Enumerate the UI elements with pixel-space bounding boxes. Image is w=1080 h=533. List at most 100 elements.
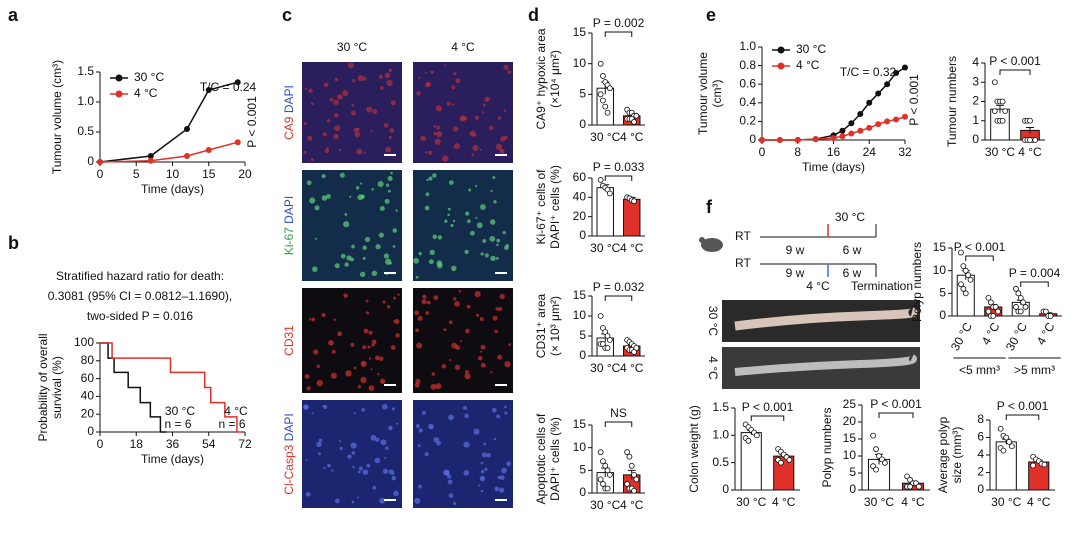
- cell-texture: [372, 108, 378, 115]
- cell-texture: [316, 364, 320, 368]
- cell-texture: [453, 143, 461, 150]
- y-tick-label: 5: [939, 286, 946, 300]
- cell-texture: [428, 259, 434, 265]
- cell-texture: [478, 484, 481, 487]
- annotation: n = 6: [164, 417, 191, 431]
- data-point: [602, 103, 609, 110]
- data-point: [995, 308, 1001, 315]
- data-point: [628, 462, 635, 469]
- cell-texture: [308, 88, 313, 94]
- cell-texture: [437, 235, 443, 240]
- cell-texture: [480, 350, 483, 353]
- data-point: [602, 462, 609, 469]
- data-point: [1013, 285, 1019, 292]
- y-tick-label: 40: [81, 389, 95, 403]
- cell-texture: [425, 151, 428, 154]
- data-point: [606, 85, 613, 92]
- cell-texture: [378, 74, 384, 79]
- legend-label: 30 °C: [134, 70, 164, 84]
- cell-texture: [430, 70, 434, 75]
- cell-texture: [454, 301, 460, 307]
- data-point: [606, 471, 613, 478]
- cell-texture: [351, 78, 356, 83]
- cell-texture: [316, 379, 323, 387]
- cell-texture: [433, 295, 439, 301]
- cell-texture: [452, 501, 457, 506]
- cell-texture: [451, 265, 457, 272]
- cell-texture: [495, 307, 499, 311]
- y-tick-label: 4: [977, 447, 984, 461]
- cell-texture: [476, 222, 483, 229]
- x-tick-label: 10: [166, 167, 180, 181]
- data-point: [633, 476, 640, 483]
- cell-texture: [358, 466, 363, 471]
- cell-texture: [432, 234, 438, 240]
- cell-texture: [361, 361, 365, 364]
- y-axis-label: Tumour volume: [696, 52, 710, 135]
- data-point: [205, 147, 212, 153]
- data-point: [597, 476, 604, 483]
- cell-texture: [370, 368, 373, 371]
- cell-texture: [362, 345, 367, 350]
- data-point: [597, 313, 604, 319]
- data-point: [962, 290, 969, 297]
- cell-texture: [337, 331, 343, 337]
- cell-texture: [388, 68, 393, 73]
- cell-texture: [465, 211, 470, 216]
- row-label: CD31: [282, 325, 296, 356]
- x-tick-label: 4 °C: [620, 241, 644, 255]
- cell-texture: [379, 356, 384, 361]
- row-label-part: Cl-Casp3: [282, 444, 296, 494]
- cell-texture: [387, 176, 393, 182]
- cell-texture: [481, 452, 487, 458]
- data-point: [997, 425, 1004, 432]
- data-point: [1015, 290, 1022, 297]
- annotation: P < 0.001: [954, 240, 1006, 254]
- column-header: 4 °C: [451, 40, 475, 54]
- cell-texture: [415, 378, 421, 384]
- cell-texture: [414, 310, 420, 316]
- x-tick-label: 8: [794, 145, 801, 159]
- y-tick-label: 1.5: [77, 64, 94, 78]
- cell-texture: [489, 125, 494, 131]
- cell-texture: [505, 243, 509, 248]
- cell-texture: [455, 78, 461, 84]
- cell-texture: [384, 72, 391, 79]
- cell-texture: [360, 182, 363, 185]
- group-label: >5 mm³: [1014, 363, 1055, 377]
- cell-texture: [494, 329, 498, 334]
- cell-texture: [357, 75, 364, 82]
- cell-texture: [493, 200, 497, 204]
- data-point: [1013, 304, 1019, 310]
- x-tick-label: 30 °C: [590, 130, 620, 144]
- panel-label: b: [8, 233, 19, 253]
- cell-texture: [384, 456, 387, 459]
- annotation: P = 0.002: [593, 16, 645, 30]
- y-tick-label: 4: [972, 55, 979, 69]
- cell-texture: [495, 143, 503, 151]
- y-tick-label: 20: [843, 414, 857, 428]
- cell-texture: [387, 189, 391, 193]
- y-tick-label: 5: [579, 87, 586, 101]
- cell-texture: [364, 236, 371, 243]
- cell-texture: [370, 434, 377, 441]
- x-tick-label: 36: [166, 437, 180, 451]
- data-point: [991, 108, 998, 115]
- data-point: [147, 157, 154, 164]
- cell-texture: [474, 291, 481, 298]
- row-label-part: Ki-67: [282, 227, 296, 255]
- colon: [734, 354, 917, 376]
- cell-texture: [333, 318, 336, 321]
- data-point: [985, 308, 992, 315]
- data-point: [597, 60, 604, 67]
- cell-texture: [318, 452, 321, 456]
- cell-texture: [346, 255, 352, 261]
- data-point: [866, 99, 873, 106]
- y-tick-label: 10: [573, 56, 587, 70]
- cell-texture: [375, 355, 380, 361]
- cell-texture: [489, 235, 496, 242]
- cell-texture: [359, 271, 366, 278]
- cell-texture: [310, 158, 314, 162]
- cell-texture: [499, 148, 505, 154]
